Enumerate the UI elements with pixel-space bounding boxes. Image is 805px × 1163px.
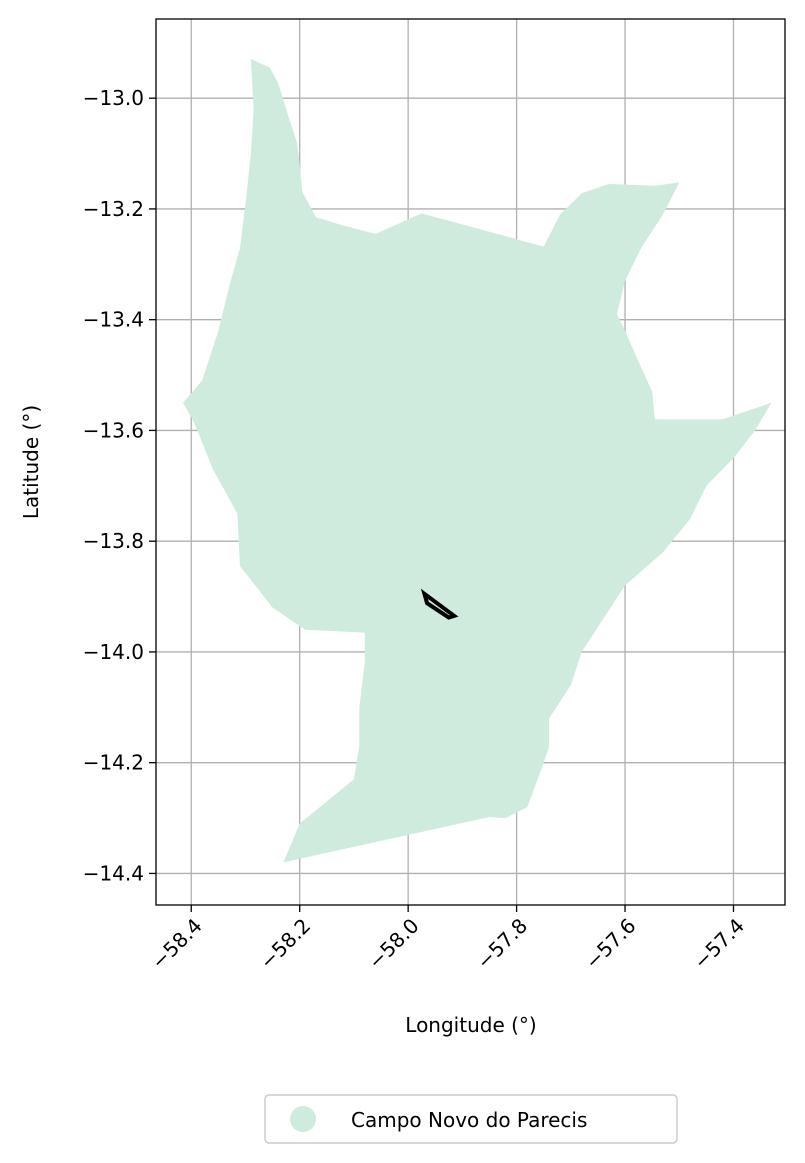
x-tick-label-3: −57.8 [472, 914, 532, 974]
x-tick-label-4: −57.6 [580, 914, 640, 974]
y-tick-label-3: −13.6 [83, 418, 144, 442]
feature-layer [420, 588, 459, 620]
x-axis-label: Longitude (°) [405, 1013, 536, 1037]
y-tick-label-1: −13.2 [83, 197, 144, 221]
y-tick-label-2: −13.4 [83, 308, 144, 332]
legend-box [264, 1094, 678, 1144]
region-layer [183, 58, 772, 863]
plot-frame [155, 18, 786, 906]
legend-label-campo-novo-do-parecis: Campo Novo do Parecis [351, 1108, 587, 1132]
y-tick-label-5: −14.0 [83, 640, 144, 664]
legend: Campo Novo do Parecis [264, 1094, 678, 1144]
x-tick-label-5: −57.4 [689, 914, 749, 974]
x-tick-label-1: −58.2 [255, 914, 315, 974]
region-campo-novo-do-parecis [183, 58, 772, 863]
y-axis-ticks: −13.0 −13.2 −13.4 −13.6 −13.8 −14.0 −14.2 −14.4 [83, 86, 156, 885]
x-tick-label-2: −58.0 [363, 914, 423, 974]
y-tick-label-6: −14.2 [83, 751, 144, 775]
y-tick-label-4: −13.8 [83, 529, 144, 553]
legend-marker [290, 1106, 316, 1132]
feature-outline [420, 588, 459, 620]
y-tick-label-0: −13.0 [83, 86, 144, 110]
y-tick-label-7: −14.4 [83, 861, 144, 885]
x-axis-ticks: −58.4 −58.2 −58.0 −57.8 −57.6 −57.4 [146, 905, 749, 974]
y-axis-label: Latitude (°) [19, 405, 43, 519]
x-tick-label-0: −58.4 [146, 914, 206, 974]
